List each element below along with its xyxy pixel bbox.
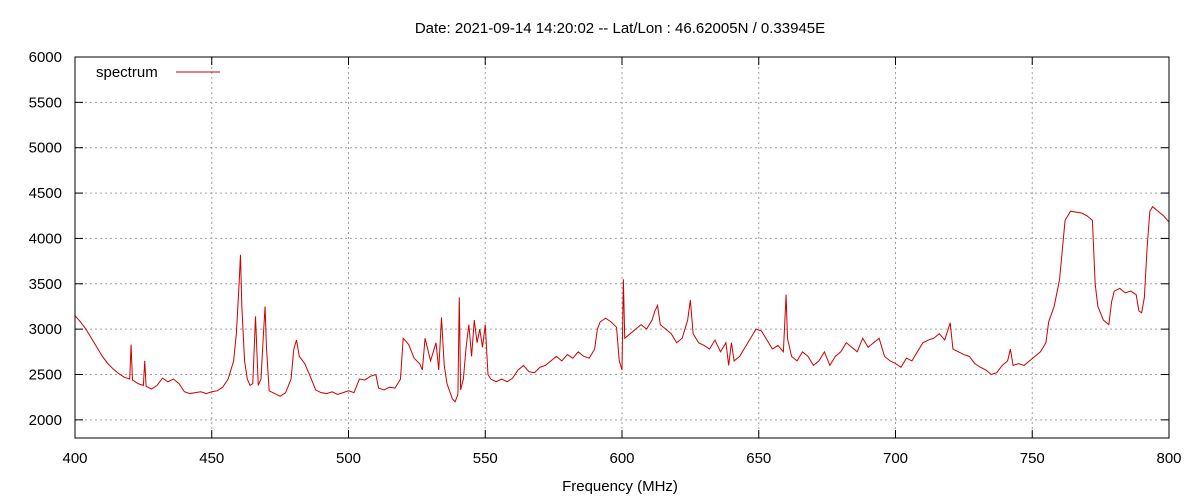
- x-tick-label: 750: [1020, 450, 1045, 467]
- y-tick-label: 5000: [29, 140, 62, 157]
- legend-label-spectrum: spectrum: [96, 64, 158, 81]
- y-tick-label: 4500: [29, 185, 62, 202]
- y-tick-label: 5500: [29, 94, 62, 111]
- y-tick-label: 3000: [29, 321, 62, 338]
- x-tick-label: 500: [336, 450, 361, 467]
- x-tick-label: 450: [199, 450, 224, 467]
- x-tick-label: 700: [883, 450, 908, 467]
- x-tick-label: 400: [62, 450, 87, 467]
- y-axis-ticks: 2000 2500 3000 3500 4000 4500 5000 5500 6000: [29, 49, 1169, 429]
- x-tick-label: 550: [473, 450, 498, 467]
- y-tick-label: 6000: [29, 49, 62, 66]
- y-tick-label: 3500: [29, 276, 62, 293]
- x-tick-label: 800: [1156, 450, 1181, 467]
- x-axis-title: Frequency (MHz): [562, 478, 678, 495]
- x-axis-ticks: 400 450 500 550 600 650 700 750 800: [62, 57, 1182, 467]
- x-tick-label: 600: [609, 450, 634, 467]
- y-tick-label: 4000: [29, 230, 62, 247]
- grid-lines: [75, 57, 1169, 438]
- spectrum-line: [74, 205, 1170, 403]
- plot-frame: [74, 56, 1170, 439]
- chart-title: Date: 2021-09-14 14:20:02 -- Lat/Lon : 4…: [415, 20, 825, 37]
- x-tick-label: 650: [746, 450, 771, 467]
- y-tick-label: 2500: [29, 367, 62, 384]
- legend: spectrum: [96, 64, 220, 81]
- y-tick-label: 2000: [29, 412, 62, 429]
